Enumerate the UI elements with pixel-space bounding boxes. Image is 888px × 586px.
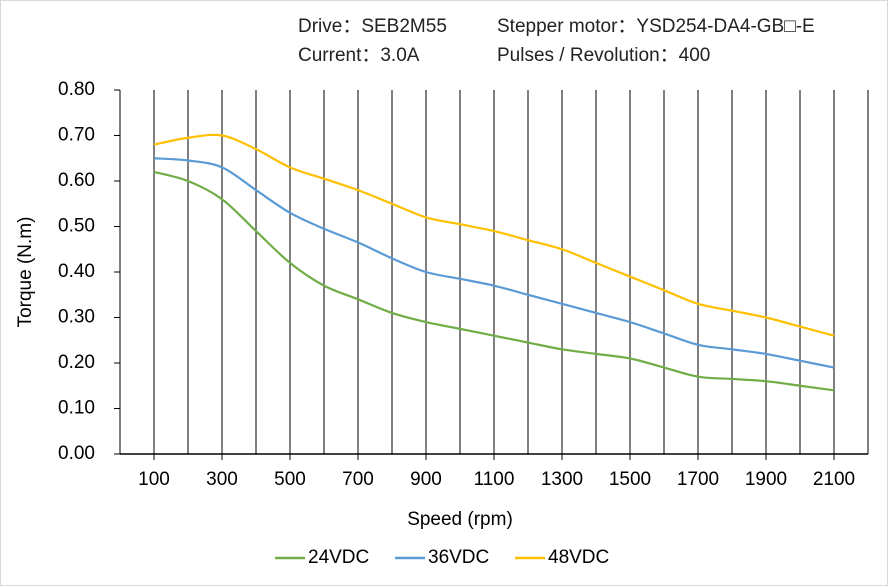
legend-label: 36VDC xyxy=(428,547,489,568)
x-tick-label: 1100 xyxy=(474,469,515,490)
y-axis-label: Torque (N.m) xyxy=(15,217,36,328)
x-tick-label: 500 xyxy=(274,469,306,490)
line-series xyxy=(153,133,835,337)
x-tick-label: 700 xyxy=(342,469,374,490)
header-current: Current：3.0A xyxy=(298,45,420,66)
y-tick-label: 0.30 xyxy=(58,307,95,328)
legend-label: 48VDC xyxy=(548,547,609,568)
line-series xyxy=(153,170,835,392)
y-tick-label: 0.20 xyxy=(58,352,95,373)
y-tick-label: 0.60 xyxy=(58,170,95,191)
x-tick-label: 900 xyxy=(410,469,442,490)
x-axis-label: Speed (rpm) xyxy=(407,509,513,530)
x-tick-label: 300 xyxy=(206,469,238,490)
header-drive: Drive：SEB2M55 xyxy=(298,16,447,37)
line-series xyxy=(153,157,835,369)
y-tick-label: 0.80 xyxy=(58,79,95,100)
x-tick-label: 100 xyxy=(138,469,170,490)
y-tick-label: 0.50 xyxy=(58,216,95,237)
x-tick-label: 1300 xyxy=(541,469,583,490)
y-tick-label: 0.10 xyxy=(58,398,95,419)
header-pulses: Pulses / Revolution：400 xyxy=(497,45,710,66)
x-tick-label: 1700 xyxy=(677,469,719,490)
y-tick-label: 0.00 xyxy=(58,443,95,464)
y-tick-label: 0.70 xyxy=(58,125,95,146)
x-tick-label: 1500 xyxy=(609,469,651,490)
header-motor: Stepper motor：YSD254-DA4-GB□-E xyxy=(497,16,815,37)
x-tick-label: 1900 xyxy=(745,469,787,490)
legend-label: 24VDC xyxy=(308,547,369,568)
x-tick-label: 2100 xyxy=(813,469,855,490)
y-tick-label: 0.40 xyxy=(58,261,95,282)
